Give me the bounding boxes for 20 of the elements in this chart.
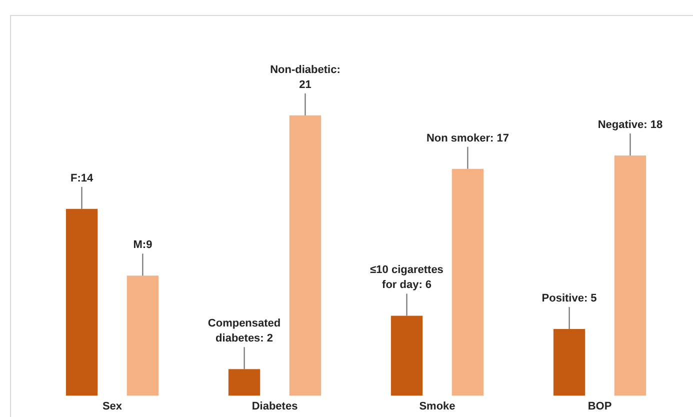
bar — [553, 329, 586, 396]
bar — [614, 155, 646, 396]
data-label: Positive: 5 — [542, 292, 597, 305]
bar — [289, 115, 322, 396]
x-tick-label: Sex — [102, 400, 123, 412]
bar — [452, 168, 484, 396]
data-label: F:14 — [70, 172, 94, 184]
bar — [228, 369, 260, 396]
data-label: Compensated diabetes: 2 — [208, 318, 281, 345]
x-tick-label: Smoke — [419, 400, 456, 412]
bar — [66, 208, 98, 396]
data-label: Negative: 18 — [598, 118, 663, 131]
data-label: ≤10 cigarettes for day: 6 — [370, 264, 444, 292]
bar — [390, 316, 423, 396]
data-label: Non-diabetic: 21 — [270, 64, 340, 91]
x-tick-label: BOP — [588, 400, 612, 412]
data-label: Non smoker: 17 — [426, 132, 509, 144]
x-tick-label: Diabetes — [252, 400, 298, 412]
bar — [126, 276, 159, 396]
data-label: M:9 — [133, 239, 152, 252]
